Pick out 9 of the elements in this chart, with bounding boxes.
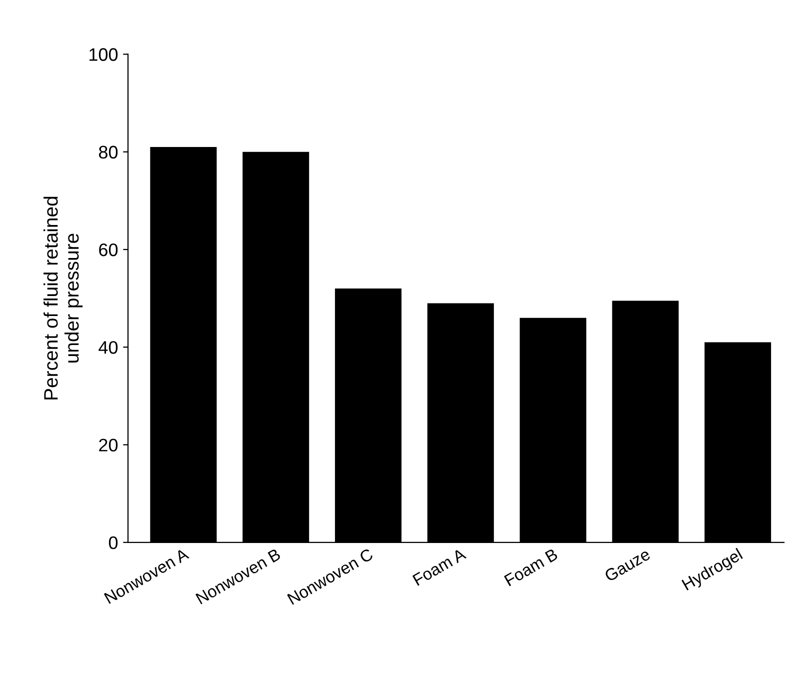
y-tick-label: 20	[99, 438, 118, 452]
y-tick-label: 0	[108, 536, 118, 550]
y-tick-label: 80	[98, 146, 118, 159]
x-tick-label: Foam A	[412, 548, 467, 586]
y-tick-label: 60	[99, 243, 118, 256]
y-tick-label: 100	[90, 48, 118, 61]
x-tick-label: Foam B	[504, 548, 558, 586]
y-axis-title: Percent of fluid retained under pressure	[44, 196, 83, 400]
y-tick-label: 40	[98, 341, 118, 354]
